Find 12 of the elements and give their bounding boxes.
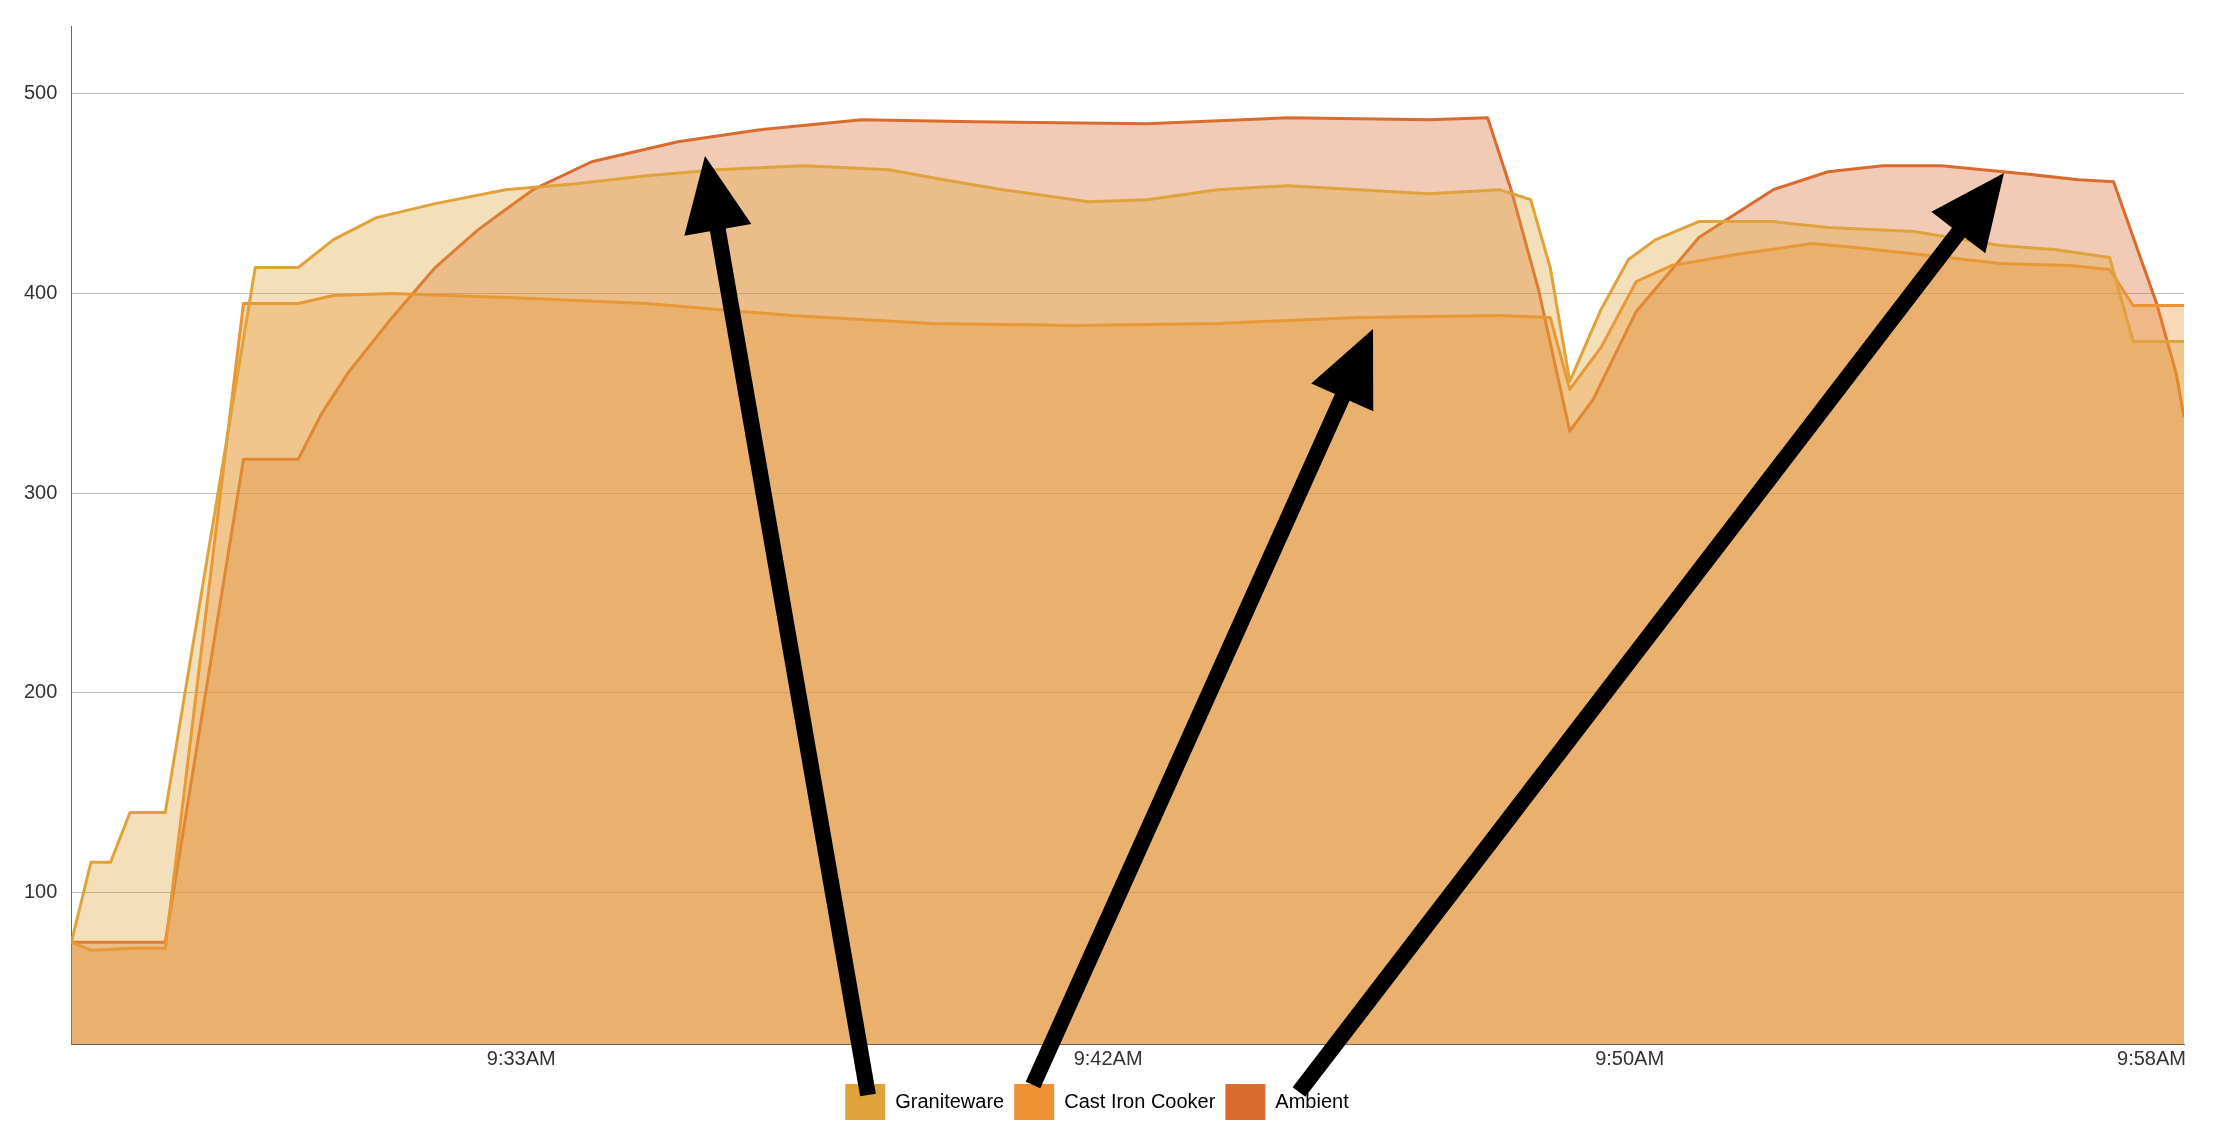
y-tick-label: 100 [23, 879, 58, 902]
x-tick-label: 9:33AM [486, 1046, 556, 1069]
y-tick-label: 500 [23, 81, 58, 104]
y-tick-label: 200 [23, 680, 58, 703]
x-tick-label: 9:50AM [1595, 1046, 1665, 1069]
y-tick-label: 400 [23, 280, 58, 303]
x-tick-label: 9:42AM [1073, 1046, 1143, 1069]
legend-label: Ambient [1275, 1089, 1350, 1112]
legend-label: Graniteware [895, 1089, 1005, 1112]
y-tick-label: 300 [23, 480, 58, 503]
legend-label: Cast Iron Cooker [1064, 1089, 1216, 1112]
x-tick-label: 9:58AM [2117, 1046, 2186, 1069]
